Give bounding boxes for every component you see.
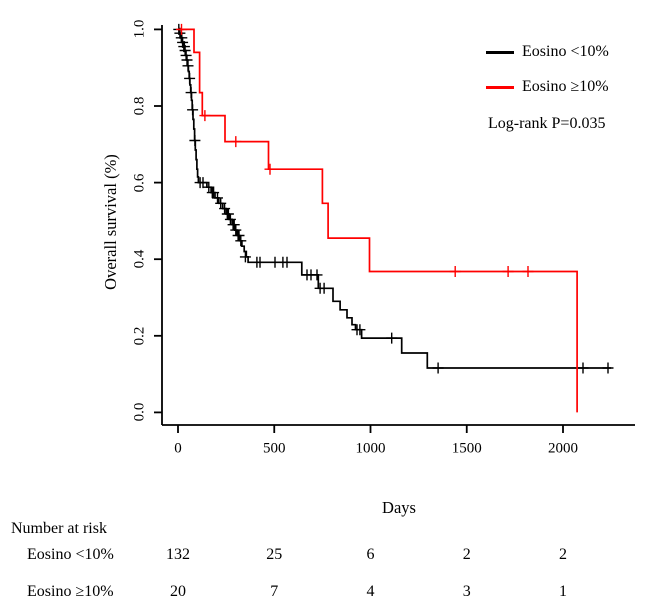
risk-count: 1 — [559, 583, 567, 600]
risk-count: 3 — [462, 583, 471, 600]
risk-row-label-eosino-ge10: Eosino ≥10% — [27, 583, 114, 600]
censor-marks-eosino-ge10 — [176, 23, 534, 277]
survival-curves — [173, 23, 614, 413]
y-axis-title: Overall survival (%) — [101, 154, 120, 290]
risk-count: 2 — [462, 546, 471, 563]
y-tick-label: 0.0 — [131, 403, 148, 422]
legend-label-eosino-lt10: Eosino <10% — [522, 43, 609, 60]
y-tick-label: 0.2 — [131, 326, 148, 346]
legend-label-eosino-ge10: Eosino ≥10% — [522, 78, 609, 95]
x-axis-title: Days — [382, 498, 416, 517]
risk-count: 6 — [366, 546, 375, 563]
risk-row-label-eosino-lt10: Eosino <10% — [27, 546, 114, 563]
y-tick-label: 0.8 — [131, 96, 148, 116]
x-tick-label: 1000 — [355, 440, 386, 457]
risk-table-title: Number at risk — [11, 520, 107, 537]
risk-count: 20 — [170, 583, 186, 600]
logrank-annotation: Log-rank P=0.035 — [488, 115, 606, 132]
y-tick-label: 0.4 — [131, 249, 148, 269]
censor-marks-eosino-lt10 — [173, 23, 614, 374]
y-tick-label: 1.0 — [131, 20, 148, 39]
x-tick-label: 0 — [174, 440, 182, 457]
risk-count: 25 — [266, 546, 283, 563]
legend-line-samples — [486, 51, 514, 89]
risk-count: 7 — [270, 583, 279, 600]
y-tick-label: 0.6 — [131, 173, 148, 192]
km-curve-eosino-ge10 — [178, 28, 578, 413]
x-tick-label: 500 — [263, 440, 286, 457]
axes — [154, 25, 635, 433]
x-tick-label: 1500 — [451, 440, 482, 457]
risk-count: 2 — [559, 546, 567, 563]
x-tick-label: 2000 — [548, 440, 578, 457]
risk-count: 132 — [166, 546, 190, 563]
risk-count: 4 — [366, 583, 375, 600]
axis-lines — [161, 25, 635, 426]
